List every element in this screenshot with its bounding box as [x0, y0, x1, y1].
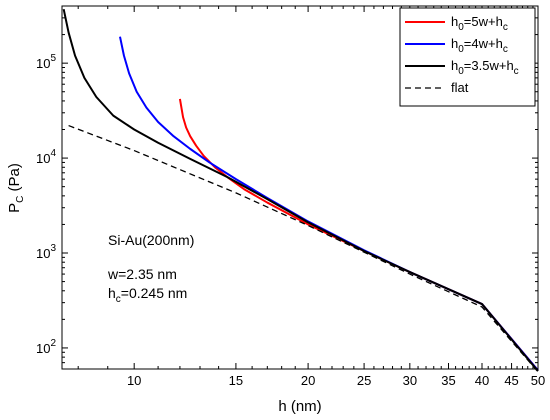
legend-box [399, 7, 536, 107]
y-tick-base: 10 [36, 56, 50, 71]
y-tick-label: 103 [36, 243, 56, 261]
y-tick-exp: 4 [50, 148, 56, 159]
x-tick-label: 50 [531, 373, 545, 388]
y-tick-base: 10 [36, 246, 50, 261]
x-tick-label: 30 [403, 373, 417, 388]
y-tick-label: 102 [36, 338, 56, 356]
y-tick-base: 10 [36, 341, 50, 356]
annotation-hc: hc=0.245 nm [108, 285, 187, 305]
x-axis-label: h (nm) [278, 398, 321, 415]
series-line-3 [62, 9, 539, 372]
x-tick-label: 35 [441, 373, 455, 388]
y-tick-exp: 3 [50, 243, 56, 254]
annotation-hc-pre: h [108, 285, 116, 301]
annotation-w: w=2.35 nm [107, 266, 177, 282]
annotation-hc-sub: c [116, 294, 121, 305]
x-tick-label: 40 [475, 373, 489, 388]
x-tick-label: 10 [127, 373, 141, 388]
y-axis-label-sub: C [15, 196, 26, 203]
y-axis-label-rest: (Pa) [6, 163, 23, 196]
x-tick-label: 45 [504, 373, 518, 388]
annotation-material: Si-Au(200nm) [108, 232, 194, 248]
y-tick-label: 105 [36, 53, 56, 71]
legend-label-4: flat [451, 80, 469, 95]
x-tick-label: 25 [357, 373, 371, 388]
series-line-4 [68, 124, 539, 373]
legend-label-1: h0=5w+hc [451, 14, 508, 33]
plot-frame [61, 5, 539, 370]
y-axis-label-main: P [6, 203, 23, 213]
legend: h0=5w+hc h0=4w+hc h0=3.5w+hc flat [399, 7, 536, 107]
x-tick-label: 15 [229, 373, 243, 388]
data-lines [62, 9, 539, 373]
annotation-hc-rest: =0.245 nm [121, 285, 188, 301]
y-tick-base: 10 [36, 151, 50, 166]
legend-label-3: h0=3.5w+hc [451, 58, 519, 77]
legend-label-2: h0=4w+hc [451, 36, 508, 55]
annotation-block: Si-Au(200nm) w=2.35 nm hc=0.245 nm [107, 232, 194, 305]
y-axis-label: PC (Pa) [6, 163, 26, 213]
y-tick-exp: 2 [50, 338, 56, 349]
x-tick-label: 20 [301, 373, 315, 388]
y-tick-exp: 5 [50, 53, 56, 64]
y-tick-label: 104 [36, 148, 56, 166]
